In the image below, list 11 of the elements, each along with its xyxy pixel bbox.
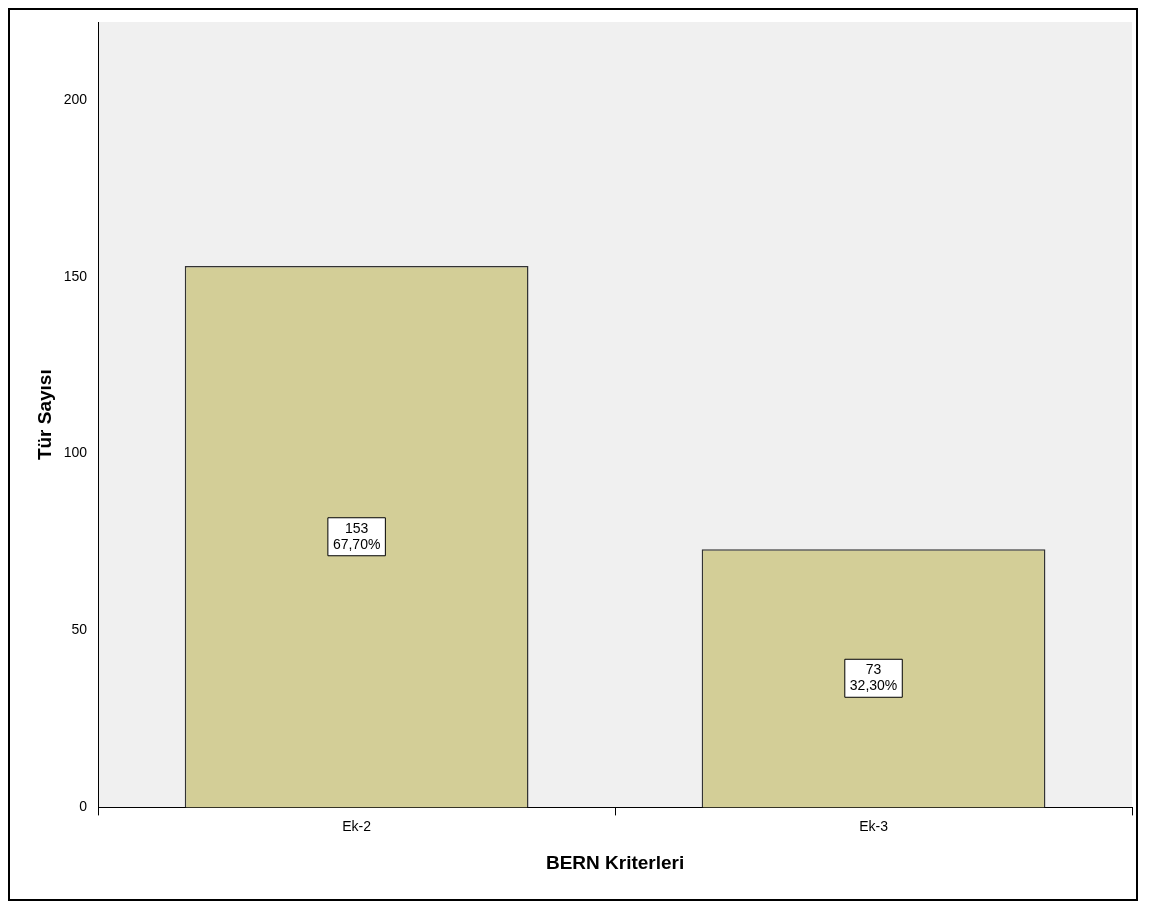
y-tick-label: 200	[63, 90, 88, 107]
x-axis-title: BERN Kriterleri	[545, 851, 685, 873]
y-tick-label: 100	[63, 444, 88, 461]
y-tick-label: 0	[79, 798, 88, 815]
y-tick-label: 50	[71, 621, 88, 638]
y-axis-title: Tür Sayısı	[33, 369, 55, 461]
data-label: 73 32,30%	[849, 661, 898, 694]
x-tick-label: Ek-2	[342, 817, 372, 834]
data-label: 153 67,70%	[332, 519, 381, 552]
y-tick-label: 150	[63, 267, 88, 284]
x-tick-label: Ek-3	[859, 817, 889, 834]
